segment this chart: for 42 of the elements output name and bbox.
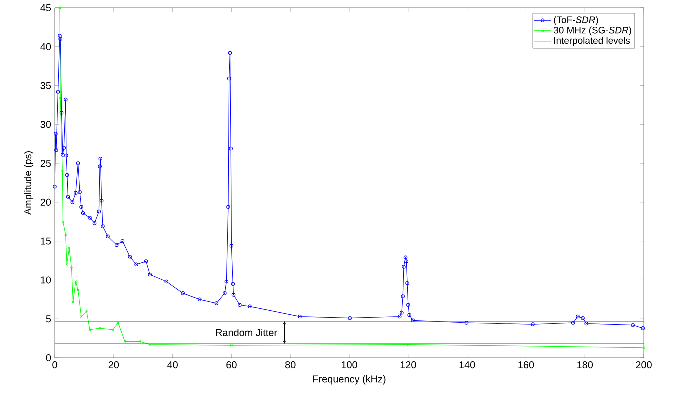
point [74, 280, 78, 284]
point [76, 289, 80, 292]
x-tick-label: 20 [108, 362, 120, 369]
x-axis-title: Frequency (kHz) [314, 375, 386, 385]
x-tick-label: 160 [518, 362, 534, 369]
y-tick-label: 30 [40, 121, 52, 128]
x-tick-label: 200 [636, 362, 652, 369]
x-tick-label: 180 [578, 362, 594, 369]
point [66, 263, 68, 266]
x-tick-label: 80 [286, 362, 296, 369]
x-tick-label: 40 [167, 362, 178, 369]
y-tick-label: 15 [41, 238, 52, 245]
annotation: Random Jitter [216, 329, 278, 336]
x-tick-label: 100 [342, 362, 358, 369]
point [230, 344, 233, 347]
y-tick-label: 40 [40, 43, 52, 50]
point [68, 247, 71, 250]
x-tick-label: 120 [400, 362, 416, 369]
y-axis-title: Amplitude (ps) [24, 152, 34, 216]
x-tick-label: 140 [460, 362, 476, 369]
x-tick-label: 60 [226, 362, 237, 369]
point [80, 315, 83, 318]
point [72, 300, 75, 304]
point [138, 340, 142, 343]
y-tick-label: 10 [41, 276, 52, 284]
point [59, 96, 62, 100]
x-tick-label: 0 [52, 362, 58, 369]
y-tick-label: 25 [40, 160, 52, 168]
point [124, 340, 126, 343]
point [117, 322, 120, 324]
y-tick-label: 35 [40, 82, 52, 90]
legend-label: (ToF-SDR) [554, 16, 598, 26]
point [148, 343, 152, 346]
point [70, 267, 74, 270]
y-tick-label: 20 [40, 198, 52, 206]
point [62, 220, 65, 224]
y-tick-label: 45 [40, 4, 52, 12]
legend-label: Interpolated levels [554, 37, 630, 46]
legend-label: 30 MHz (SG-SDR) [554, 26, 632, 36]
y-tick-label: 5 [46, 316, 52, 323]
y-tick-label: 0 [46, 354, 52, 362]
point [407, 343, 410, 346]
